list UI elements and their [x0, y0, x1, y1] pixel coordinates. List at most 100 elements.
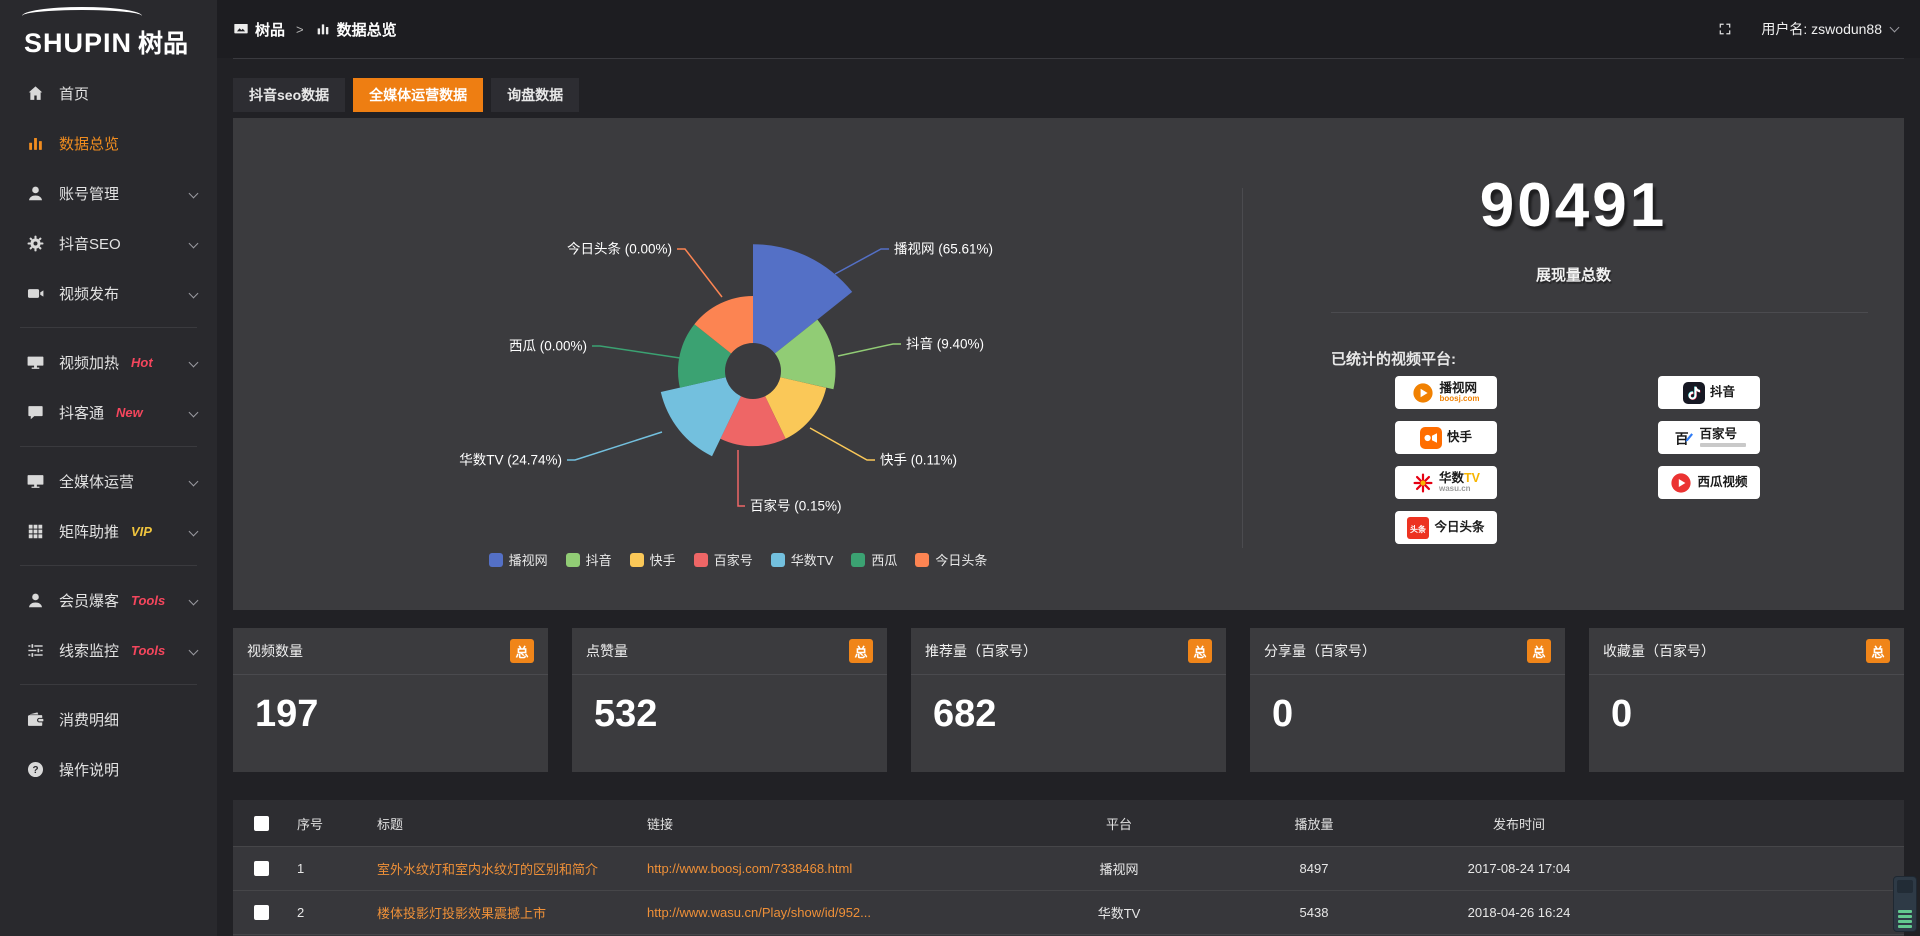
sliders-icon	[26, 641, 45, 660]
stat-card-header: 视频数量 总	[233, 628, 548, 675]
pie-label-kuaishou: 快手 (0.11%)	[880, 453, 957, 468]
grid-icon	[26, 522, 45, 541]
chart-icon	[26, 134, 45, 153]
sidebar-menu: 首页 数据总览 账号管理 抖音SEO 视频发布视频加热 Hot 抖客通 New 全媒体运营 矩阵助…	[0, 62, 217, 794]
cell-link[interactable]: http://www.wasu.cn/Play/show/id/952...	[647, 905, 871, 920]
cell-platform: 华数TV	[1097, 906, 1141, 921]
select-all-checkbox[interactable]	[253, 815, 269, 831]
app-logo: SHUPIN 树品	[0, 0, 217, 62]
username-menu[interactable]: 用户名: zswodun88	[1761, 19, 1900, 39]
sidebar-item-badge: VIP	[131, 523, 152, 539]
cell-time: 2018-04-26 16:24	[1467, 905, 1571, 920]
row-checkbox[interactable]	[253, 905, 269, 920]
sidebar-item-consumption-detail[interactable]: 消费明细	[0, 694, 217, 744]
chevron-down-icon	[188, 238, 199, 248]
sidebar-item-matrix-boost[interactable]: 矩阵助推 VIP	[0, 506, 217, 556]
legend-label: 百家号	[713, 553, 753, 568]
breadcrumb-item-shupin[interactable]: 树品	[233, 19, 285, 40]
legend-item-douyin[interactable]: 抖音	[565, 550, 612, 569]
column-header-index: 序号	[297, 816, 324, 832]
legend-item-xigua[interactable]: 西瓜	[851, 550, 897, 569]
breadcrumb: 树品 > 数据总览	[233, 19, 397, 40]
browser-extension-widget[interactable]	[1893, 876, 1917, 932]
fullscreen-icon[interactable]	[1717, 21, 1733, 37]
legend-swatch	[851, 552, 866, 567]
row-checkbox[interactable]	[253, 861, 269, 876]
pie-label-line-kuaishou	[809, 427, 875, 461]
breadcrumb-item-data-overview[interactable]: 数据总览	[315, 19, 397, 40]
legend-item-baijiahao[interactable]: 百家号	[693, 550, 753, 569]
platform-name: 抖音	[1709, 384, 1735, 399]
legend-item-toutiao[interactable]: 今日头条	[915, 550, 987, 569]
tab-douyin-seo-data[interactable]: 抖音seo数据	[233, 78, 346, 112]
sidebar-item-label: 抖客通	[59, 404, 105, 422]
cell-title[interactable]: 楼体投影灯投影效果震撼上市	[377, 906, 547, 921]
sidebar-item-home[interactable]: 首页	[0, 68, 217, 118]
sidebar-item-douyin-seo[interactable]: 抖音SEO	[0, 218, 217, 268]
table-row: 2 楼体投影灯投影效果震撼上市 http://www.wasu.cn/Play/sh…	[233, 890, 1904, 934]
sidebar: SHUPIN 树品 首页 数据总览 账号管理 抖音SEO 视频发布视频加热 Hot 抖客通 N…	[0, 0, 217, 936]
pie-slice-kuaishou[interactable]	[765, 377, 827, 439]
platform-name: 百家号	[1699, 426, 1738, 441]
logo-text-cn: 树品	[138, 30, 189, 58]
sidebar-item-badge: New	[116, 404, 143, 420]
sidebar-item-label: 视频发布	[59, 285, 120, 303]
sidebar-item-douketong[interactable]: 抖客通 New	[0, 387, 217, 437]
sidebar-item-label: 会员爆客	[59, 592, 120, 610]
pie-slice-wasu[interactable]	[660, 377, 741, 457]
cell-title[interactable]: 室外水纹灯和室内水纹灯的区别和简介	[377, 862, 599, 877]
legend-swatch	[693, 552, 708, 567]
pie-label-line-xigua	[592, 345, 681, 359]
total-badge: 总	[1188, 639, 1212, 663]
sidebar-item-member-baoke[interactable]: 会员爆客 Tools	[0, 575, 217, 625]
legend-item-boosj[interactable]: 播视网	[488, 550, 548, 569]
tab-inquiry-data[interactable]: 询盘数据	[491, 78, 580, 112]
column-header-link: 链接	[647, 816, 674, 832]
user-icon	[26, 184, 45, 203]
sidebar-item-omni-media-operation[interactable]: 全媒体运营	[0, 456, 217, 506]
row-checkbox-cell	[233, 905, 289, 920]
cell-plays: 5438	[1299, 905, 1329, 920]
baijiahao-logo-icon: 百	[1673, 427, 1695, 449]
stat-card-video-count: 视频数量 总 197	[233, 628, 548, 772]
sidebar-item-video-publish[interactable]: 视频发布	[0, 268, 217, 318]
logo-arc	[22, 7, 142, 25]
pie-chart: 播视网 (65.61%) 抖音 (9.40%) 快手 (0.11%) 百家号 (0.1…	[459, 241, 993, 514]
sidebar-item-label: 消费明细	[59, 711, 120, 729]
summary-panel: 90491 展现量总数 已统计的视频平台: 播视网 boosj.com 快手 华数TV…	[1243, 118, 1904, 610]
sidebar-item-data-overview[interactable]: 数据总览	[0, 118, 217, 168]
stat-card-value: 0	[1272, 693, 1294, 735]
pie-slice-douyin[interactable]	[774, 319, 836, 390]
douyin-logo-icon	[1682, 381, 1705, 404]
header-checkbox-cell	[233, 815, 289, 831]
tab-omni-media-data[interactable]: 全媒体运营数据	[353, 78, 484, 112]
sidebar-item-video-heat[interactable]: 视频加热 Hot	[0, 337, 217, 387]
platform-subtext: wasu.cn	[1439, 483, 1471, 493]
legend-item-wasu[interactable]: 华数TV	[770, 550, 833, 569]
stat-card-header: 收藏量（百家号） 总	[1589, 628, 1904, 675]
sidebar-item-operation-guide[interactable]: ? 操作说明	[0, 744, 217, 794]
sidebar-item-account-management[interactable]: 账号管理	[0, 168, 217, 218]
pie-slice-baijiahao[interactable]	[720, 396, 786, 447]
pie-slice-toutiao[interactable]	[694, 296, 753, 354]
platform-badge-text: 百家号	[1699, 426, 1746, 448]
legend-item-kuaishou[interactable]: 快手	[629, 550, 676, 569]
platform-badge-kuaishou: 快手	[1395, 421, 1497, 454]
platform-badge-douyin: 抖音	[1658, 376, 1760, 409]
sidebar-item-lead-monitor[interactable]: 线索监控 Tools	[0, 625, 217, 675]
pie-slice-xigua[interactable]	[678, 324, 732, 388]
stat-card-value: 532	[594, 693, 658, 735]
stat-card-header: 推荐量（百家号） 总	[911, 628, 1226, 675]
stat-card-header: 分享量（百家号） 总	[1250, 628, 1565, 675]
legend-swatch	[770, 552, 785, 567]
sidebar-item-badge: Tools	[131, 592, 166, 608]
video-icon	[26, 284, 45, 303]
table-row: 1 室外水纹灯和室内水纹灯的区别和简介 http://www.boosj.com/7…	[233, 846, 1904, 890]
pie-label-line-wasu	[567, 431, 663, 461]
pie-label-douyin: 抖音 (9.40%)	[906, 336, 984, 352]
pie-slice-boosj[interactable]	[753, 244, 853, 354]
wasu-logo-icon	[1412, 472, 1434, 494]
xigua-logo-icon	[1670, 472, 1692, 494]
cell-link[interactable]: http://www.boosj.com/7338468.html	[647, 861, 853, 876]
